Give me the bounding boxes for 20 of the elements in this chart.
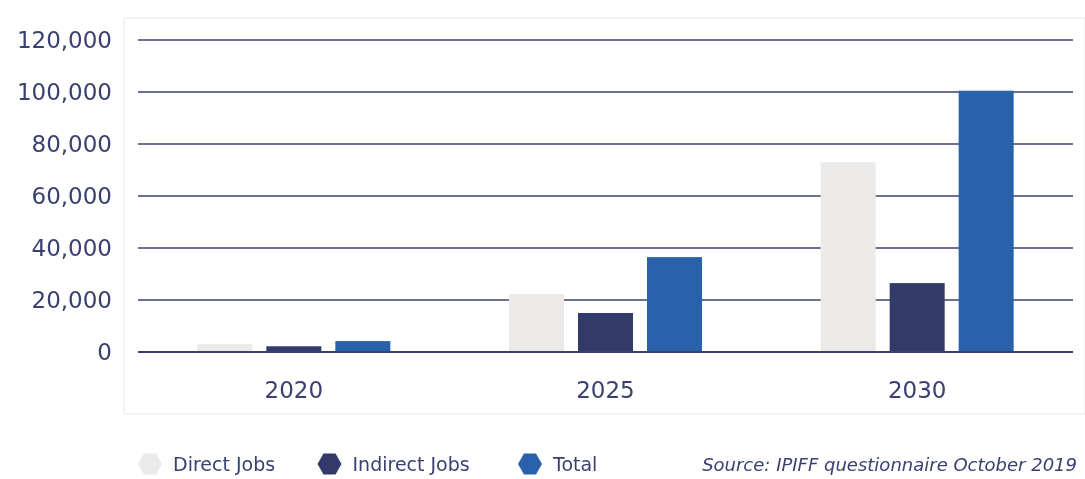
y-tick-label: 60,000 — [31, 183, 112, 210]
legend-label: Total — [552, 453, 598, 475]
y-tick-label: 20,000 — [31, 287, 112, 314]
y-tick-label: 120,000 — [16, 27, 112, 54]
bar — [647, 257, 702, 352]
x-tick-label: 2030 — [887, 377, 947, 403]
source-note: Source: IPIFF questionnaire October 2019 — [702, 454, 1077, 475]
y-tick-label: 40,000 — [31, 235, 112, 262]
x-tick-label: 2025 — [576, 377, 635, 403]
bar — [820, 162, 876, 352]
legend-label: Indirect Jobs — [352, 453, 470, 475]
x-tick-label: 2020 — [264, 377, 324, 403]
y-tick-label: 80,000 — [31, 131, 112, 158]
bar — [197, 344, 253, 352]
y-tick-label: 100,000 — [16, 79, 112, 106]
legend-label: Direct Jobs — [173, 453, 276, 475]
y-tick-label: 0 — [97, 339, 112, 366]
bar — [958, 90, 1014, 352]
bar — [335, 341, 391, 352]
bar — [509, 294, 564, 352]
